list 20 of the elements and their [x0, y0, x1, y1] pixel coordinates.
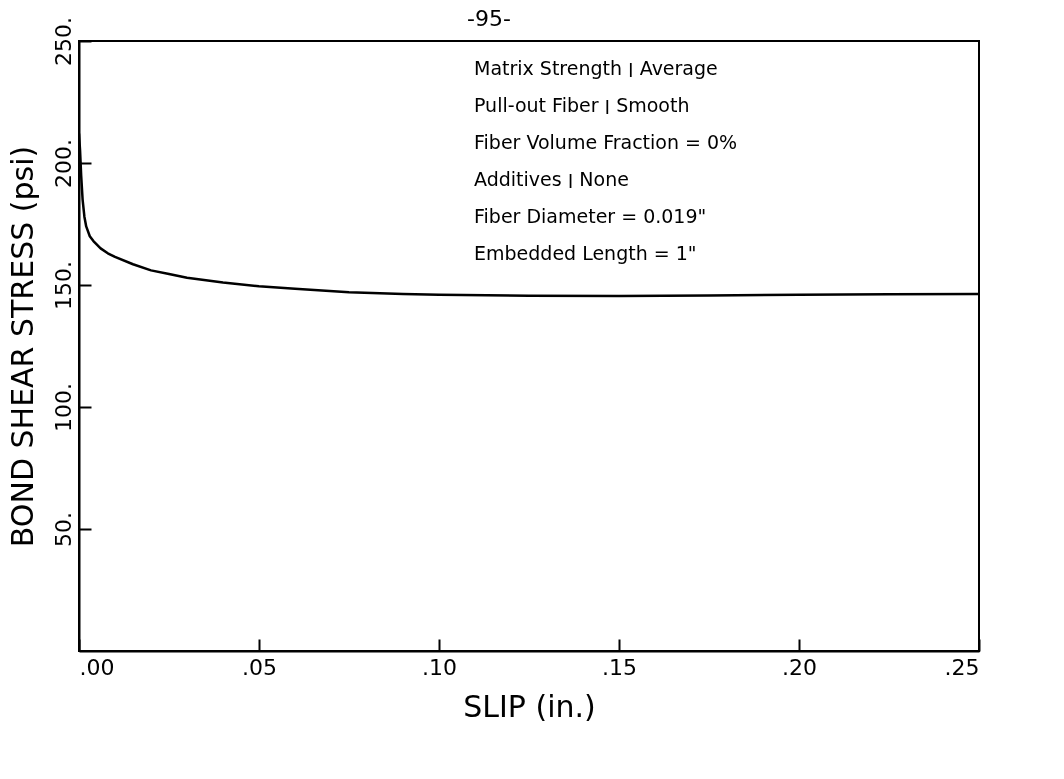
annotation: Fiber Volume Fraction = 0% [474, 131, 738, 153]
annotation: Embedded Length = 1" [474, 242, 697, 264]
x-tick-label: .20 [782, 654, 817, 680]
y-tick-label: 250. [50, 17, 76, 66]
text: -95- [467, 6, 511, 31]
annotation: Pull-out Fiber ׀ Smooth [474, 94, 690, 116]
annotation: Fiber Diameter = 0.019" [474, 205, 707, 227]
y-tick-label: 100. [50, 383, 76, 432]
y-tick-label: 150. [50, 261, 76, 310]
y-tick-label: 200. [50, 139, 76, 188]
x-axis-title: SLIP (in.) [463, 688, 596, 724]
y-tick-label: 50. [50, 512, 76, 547]
annotation: Additives ׀ None [474, 168, 629, 190]
x-tick-label: .15 [602, 654, 637, 680]
x-tick-label: .05 [242, 654, 277, 680]
y-axis-title: BOND SHEAR STRESS (psi) [4, 145, 40, 548]
x-tick-label: .00 [79, 654, 115, 680]
x-tick-label: .10 [422, 654, 457, 680]
x-tick-label: .25 [944, 654, 980, 680]
annotation: Matrix Strength ׀ Average [474, 57, 718, 79]
